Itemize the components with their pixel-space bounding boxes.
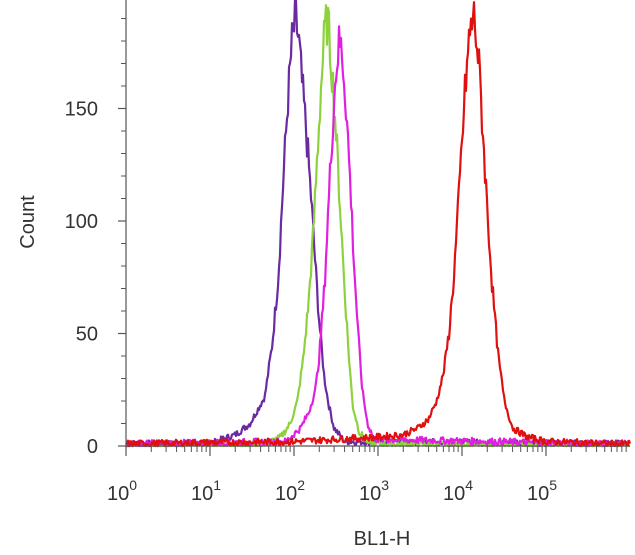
x-tick-base: 10 bbox=[275, 483, 297, 505]
y-tick-label: 150 bbox=[65, 99, 98, 121]
histogram-series-2 bbox=[125, 4, 631, 448]
x-tick-base: 10 bbox=[359, 483, 381, 505]
x-tick-label: 101 bbox=[191, 477, 221, 505]
x-tick-label: 103 bbox=[359, 477, 389, 505]
y-tick-label: 0 bbox=[87, 436, 98, 458]
x-tick-exponent: 3 bbox=[381, 477, 389, 493]
x-ticks-group: 100 101 102 103 104 105 bbox=[107, 446, 627, 505]
x-tick-exponent: 1 bbox=[213, 477, 221, 493]
y-axis-label: Count bbox=[17, 195, 39, 249]
axes-group bbox=[125, 0, 630, 447]
x-tick-base: 10 bbox=[107, 483, 129, 505]
y-ticks-group: 0 50 100 150 bbox=[65, 18, 126, 458]
x-tick-label: 100 bbox=[107, 477, 137, 505]
x-tick-base: 10 bbox=[191, 483, 213, 505]
x-tick-base: 10 bbox=[443, 483, 465, 505]
histogram-series-3 bbox=[125, 25, 631, 448]
histogram-series-group bbox=[125, 0, 632, 448]
x-tick-label: 102 bbox=[275, 477, 305, 505]
histogram-series-4 bbox=[125, 1, 632, 448]
x-tick-base: 10 bbox=[527, 483, 549, 505]
x-tick-label: 104 bbox=[443, 477, 473, 505]
x-tick-exponent: 2 bbox=[297, 477, 305, 493]
y-tick-label: 50 bbox=[76, 324, 98, 346]
x-tick-exponent: 0 bbox=[129, 477, 137, 493]
x-tick-exponent: 5 bbox=[549, 477, 557, 493]
x-axis-label: BL1-H bbox=[354, 528, 411, 550]
histogram-series-1 bbox=[125, 0, 631, 448]
y-tick-label: 100 bbox=[65, 211, 98, 233]
x-tick-exponent: 4 bbox=[465, 477, 473, 493]
x-tick-label: 105 bbox=[527, 477, 557, 505]
